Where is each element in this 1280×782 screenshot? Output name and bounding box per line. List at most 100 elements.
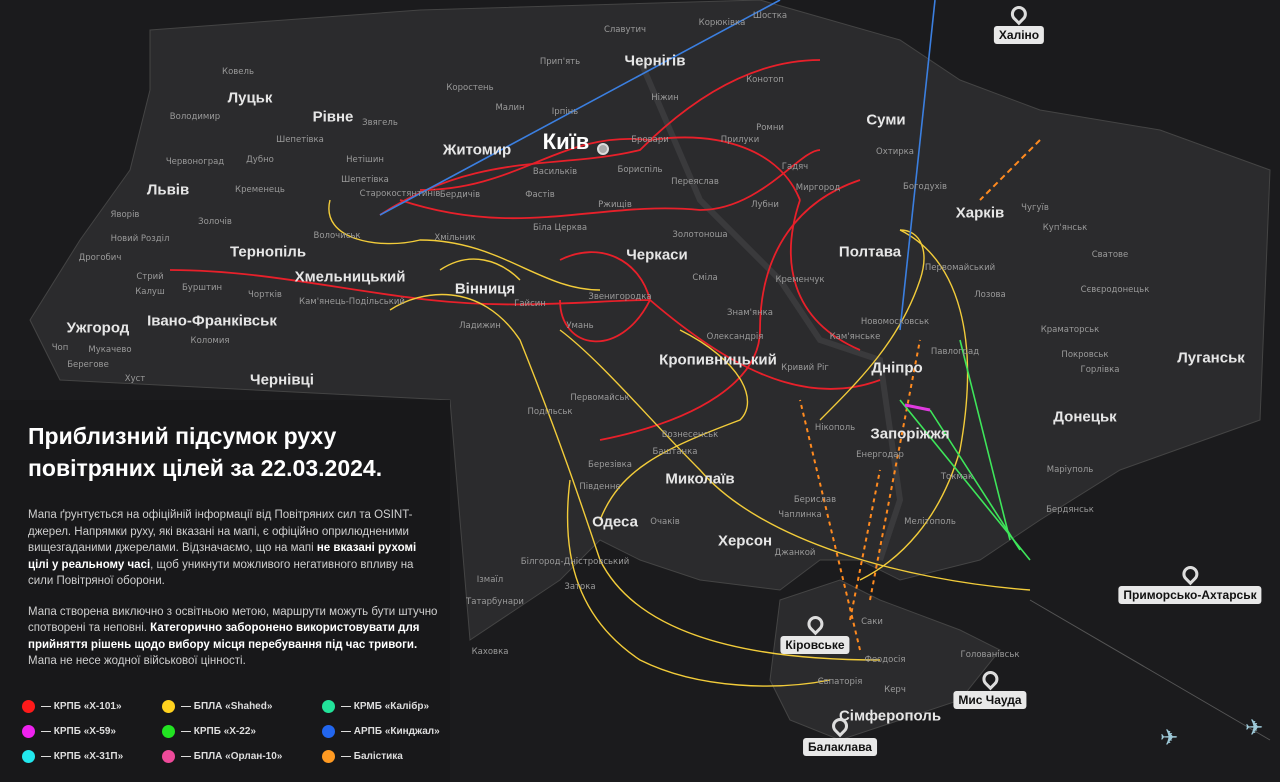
legend-label: — КРПБ «Х-101» <box>41 701 122 712</box>
town-label: Конотоп <box>746 75 784 85</box>
town-label: Чоп <box>51 343 69 353</box>
title-line: Приблизний підсумок руху <box>28 423 337 449</box>
town-label: Новий Розділ <box>110 234 170 244</box>
town-label: Малин <box>495 103 525 113</box>
city-label: Івано-Франківськ <box>147 312 277 330</box>
city-label: Житомир <box>442 141 512 159</box>
legend-dot-icon <box>162 750 175 763</box>
city-label: Харків <box>955 204 1005 222</box>
legend-dot-icon <box>22 700 35 713</box>
town-label: Шостка <box>752 11 788 21</box>
city-label: Рівне <box>312 108 354 126</box>
town-label: Ізмаїл <box>476 575 504 585</box>
town-label: Звенигородка <box>588 292 652 302</box>
city-label: Одеса <box>592 513 638 531</box>
town-label: Чугуїв <box>1021 203 1049 213</box>
town-label: Куп'янськ <box>1042 223 1088 233</box>
city-label: Полтава <box>838 243 902 261</box>
routes-shahed <box>328 199 1031 687</box>
pin-icon <box>828 714 852 738</box>
map-pin[interactable]: Балаклава <box>803 714 877 756</box>
town-label: Ірпінь <box>551 107 579 117</box>
legend-label: — КРПБ «Х-22» <box>181 726 256 737</box>
town-label: Шепетівка <box>341 175 389 185</box>
town-label: Славутич <box>603 25 647 35</box>
map-pin[interactable]: Мис Чауда <box>953 667 1027 709</box>
town-label: Білгород-Дністровський <box>520 557 630 567</box>
town-label: Гадяч <box>781 162 809 172</box>
town-label: Татарбунари <box>466 597 524 607</box>
town-label: Чаплинка <box>778 510 822 520</box>
town-label: Володимир <box>169 112 221 122</box>
map-pin[interactable]: Кіровське <box>780 612 850 654</box>
route-sea <box>1029 599 1271 741</box>
town-label: Знам'янка <box>727 308 773 318</box>
town-label: Євпаторія <box>817 677 863 687</box>
town-label: Феодосія <box>864 655 906 665</box>
town-label: Прип'ять <box>539 57 581 67</box>
town-label: Бурштин <box>181 283 223 293</box>
legend-item: — БПЛА «Орлан-10» <box>162 750 322 763</box>
town-label: Сєвєродонецьк <box>1080 285 1150 295</box>
town-label: Берислав <box>793 495 837 505</box>
town-label: Подільськ <box>527 407 573 417</box>
city-label: Луганськ <box>1177 349 1245 367</box>
map-pin[interactable]: Приморсько-Ахтарськ <box>1118 562 1262 604</box>
city-label: Львів <box>146 181 190 199</box>
page-title: Приблизний підсумок руху повітряних цілей… <box>28 420 382 484</box>
legend-label: — КРМБ «Калібр» <box>341 701 430 712</box>
town-label: Кам'янець-Подільський <box>299 297 405 307</box>
town-label: Енергодар <box>856 450 904 460</box>
town-label: Каховка <box>471 647 509 657</box>
town-label: Південне <box>579 482 621 492</box>
info-panel <box>0 400 450 782</box>
legend-item: — Балістика <box>322 750 472 763</box>
city-label: Кропивницький <box>659 351 777 369</box>
town-label: Токмак <box>940 472 974 482</box>
town-label: Богодухів <box>902 182 948 192</box>
town-label: Миргород <box>795 183 841 193</box>
legend: — КРПБ «Х-101» — БПЛА «Shahed» — КРМБ «Кал… <box>22 700 472 763</box>
legend-item: — КРПБ «Х-59» <box>22 725 162 738</box>
town-label: Маріуполь <box>1046 465 1094 475</box>
legend-label: — БПЛА «Орлан-10» <box>181 751 283 762</box>
legend-item: — БПЛА «Shahed» <box>162 700 322 713</box>
town-label: Саки <box>861 617 883 627</box>
map-pin[interactable]: Халіно <box>993 2 1045 44</box>
town-label: Очаків <box>650 517 680 527</box>
country-shape <box>29 0 1271 741</box>
town-label: Берегове <box>67 360 109 370</box>
route-kh59 <box>904 403 931 412</box>
legend-dot-icon <box>322 725 335 738</box>
town-label: Бровари <box>631 135 669 145</box>
city-label-capital: Київ <box>542 129 590 154</box>
town-label: Гайсин <box>514 299 546 309</box>
town-label: Сватове <box>1091 250 1129 260</box>
town-label: Ржищів <box>598 200 632 210</box>
town-label: Горлівка <box>1080 365 1120 375</box>
disclaimer-paragraph: Мапа створена виключно з освітньою метою… <box>28 605 438 668</box>
town-label: Ладижин <box>459 321 501 331</box>
disclaimer: Мапа ґрунтується на офіційній інформації… <box>28 507 438 684</box>
city-label: Ужгород <box>66 319 130 337</box>
routes-kh101 <box>169 59 881 441</box>
city-label: Миколаїв <box>665 470 735 488</box>
town-label: Мелітополь <box>904 517 956 527</box>
city-label: Сімферополь <box>838 707 942 725</box>
city-label: Тернопіль <box>229 243 307 261</box>
legend-label: — КРПБ «Х-31П» <box>41 751 124 762</box>
town-label: Золотоноша <box>672 230 728 240</box>
town-label: Кременчук <box>775 275 825 285</box>
legend-label: — Балістика <box>341 751 403 762</box>
town-label: Голованівськ <box>960 650 1020 660</box>
legend-label: — КРПБ «Х-59» <box>41 726 116 737</box>
city-label: Луцьк <box>227 89 273 107</box>
town-label: Звягель <box>362 118 398 128</box>
town-label: Старокостянтинів <box>359 189 441 199</box>
town-label: Березівка <box>588 460 632 470</box>
town-label: Яворів <box>110 210 140 220</box>
pin-icon <box>1178 562 1202 586</box>
legend-item: — АРПБ «Кинджал» <box>322 725 472 738</box>
town-label: Калуш <box>135 287 165 297</box>
